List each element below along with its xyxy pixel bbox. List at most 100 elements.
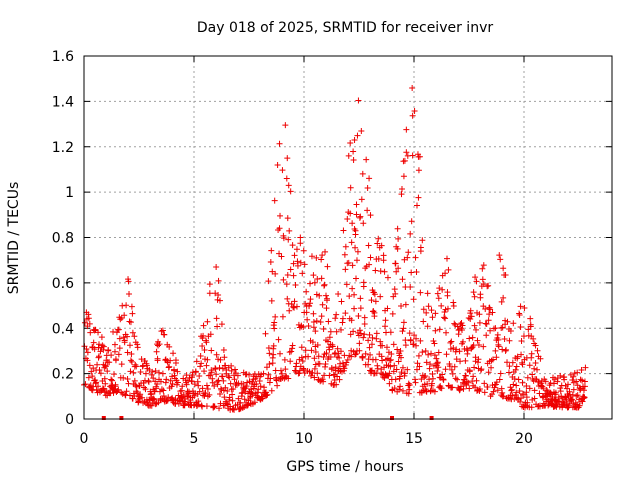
data-point — [251, 399, 258, 406]
data-point — [350, 157, 357, 163]
data-point — [536, 390, 543, 397]
data-point — [297, 259, 304, 266]
data-point — [195, 382, 202, 389]
data-point — [392, 260, 399, 267]
data-point — [579, 377, 586, 384]
data-point — [283, 281, 290, 288]
data-point — [271, 319, 278, 326]
data-point — [564, 385, 571, 392]
data-point — [420, 306, 427, 313]
data-point — [159, 327, 166, 334]
data-point — [487, 306, 494, 313]
y-tick-label: 0.4 — [52, 321, 74, 337]
data-point — [444, 255, 450, 262]
data-point — [175, 392, 182, 399]
data-point — [171, 366, 178, 373]
data-point — [128, 358, 135, 365]
data-point — [285, 182, 292, 189]
data-point — [280, 235, 287, 242]
data-point — [281, 356, 288, 363]
data-point — [434, 290, 441, 297]
data-point — [374, 240, 381, 247]
data-point — [120, 374, 127, 381]
data-point — [431, 340, 438, 347]
data-point — [216, 364, 223, 371]
data-point — [156, 341, 163, 348]
data-point — [116, 335, 123, 342]
data-point — [489, 391, 496, 398]
data-point — [206, 281, 213, 288]
data-point — [414, 360, 421, 367]
data-point — [391, 362, 398, 369]
data-point — [148, 390, 155, 397]
data-point — [255, 386, 262, 393]
data-point — [267, 375, 274, 382]
data-point — [391, 385, 398, 392]
data-point — [298, 344, 305, 351]
data-point — [419, 349, 426, 356]
data-point — [265, 278, 272, 285]
data-point — [422, 347, 429, 354]
data-point — [220, 347, 227, 354]
data-point — [415, 167, 422, 174]
data-point — [509, 359, 516, 366]
data-point — [340, 227, 347, 234]
data-point — [266, 361, 273, 368]
data-point — [319, 301, 326, 308]
data-point — [484, 283, 491, 290]
data-point — [321, 372, 328, 379]
data-point — [211, 403, 218, 410]
data-point — [388, 350, 395, 357]
data-point — [234, 372, 241, 379]
data-point — [286, 227, 293, 234]
data-point — [341, 251, 348, 258]
missing-data-marker — [429, 416, 434, 420]
data-point — [263, 392, 270, 399]
data-point — [302, 347, 309, 354]
data-point — [326, 334, 333, 341]
data-point — [542, 378, 549, 385]
data-point — [496, 252, 503, 259]
data-point — [492, 325, 499, 332]
data-point — [326, 346, 333, 353]
data-point — [277, 367, 284, 374]
data-point — [403, 149, 410, 156]
data-point — [406, 382, 413, 389]
data-point — [552, 389, 559, 396]
data-point — [436, 326, 443, 333]
x-tick-label: 10 — [295, 431, 313, 447]
data-point — [509, 392, 516, 399]
data-point — [489, 309, 496, 316]
data-point — [202, 389, 209, 396]
data-point — [389, 310, 396, 317]
data-point — [499, 324, 506, 331]
data-point — [573, 378, 580, 385]
data-point — [153, 348, 160, 355]
data-point — [397, 347, 404, 354]
data-point — [343, 359, 350, 366]
data-point — [268, 297, 275, 304]
data-point — [399, 328, 406, 335]
y-tick-label: 0 — [65, 412, 74, 428]
data-point — [466, 385, 473, 392]
data-point — [301, 261, 308, 268]
data-point — [195, 401, 202, 408]
data-point — [116, 345, 123, 352]
data-point — [441, 314, 448, 321]
data-point — [197, 352, 204, 359]
data-point — [85, 374, 92, 381]
data-point — [166, 363, 173, 370]
data-point — [452, 375, 459, 382]
data-point — [508, 386, 515, 393]
data-point — [372, 298, 379, 305]
data-point — [532, 342, 539, 349]
data-point — [312, 328, 319, 335]
data-point — [321, 281, 328, 288]
data-point — [101, 375, 108, 382]
data-point — [151, 396, 158, 403]
data-point — [429, 314, 436, 321]
data-point — [449, 370, 456, 377]
data-point — [284, 295, 291, 302]
data-point — [344, 356, 351, 363]
data-point — [420, 318, 427, 325]
